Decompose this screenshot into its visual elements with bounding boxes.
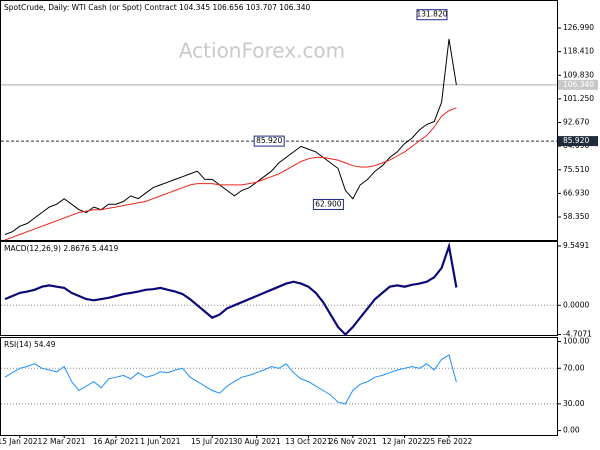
level-box	[558, 136, 598, 147]
x-tick-label: 30 Aug 2021	[233, 437, 281, 446]
watermark: ActionForex.com	[179, 39, 345, 63]
y-tick-label: 92.670	[563, 118, 589, 127]
rsi-frame	[0, 337, 558, 436]
x-tick-label: 15 Jul 2021	[191, 437, 234, 446]
panel-title: MACD(12,26,9) 2.8676 5.4419	[4, 244, 118, 253]
y-tick-label: 9.5491	[563, 241, 589, 250]
panel-title: RSI(14) 54.49	[4, 340, 56, 349]
panel-title: SpotCrude, Daily: WTI Cash (or Spot) Con…	[4, 3, 311, 12]
annotation-label: 131.820	[416, 10, 447, 19]
annotation-box	[253, 135, 285, 147]
x-tick-label: 16 Apr 2021	[93, 437, 140, 446]
level-label: 85.920	[563, 136, 589, 145]
last-price-box	[558, 79, 598, 90]
y-tick-label: 0.0000	[563, 300, 589, 309]
y-tick-label: 0.00	[563, 426, 580, 435]
y-tick-label: 101.250	[563, 94, 594, 103]
x-tick-label: 25 Feb 2022	[426, 437, 473, 446]
x-tick-label: 12 Jan 2022	[382, 437, 427, 446]
y-tick-label: 126.990	[563, 23, 594, 32]
x-tick-label: 26 Nov 2021	[329, 437, 377, 446]
y-tick-label: 100.00	[563, 337, 589, 346]
annotation-label: 85.920	[256, 136, 282, 145]
main-frame	[0, 0, 558, 241]
x-tick-label: 2 Mar 2021	[43, 437, 86, 446]
last-price-label: 106.340	[563, 80, 594, 89]
y-tick-label: 58.350	[563, 212, 589, 221]
macd-frame	[0, 241, 558, 336]
x-tick-label: 1 Jun 2021	[140, 437, 181, 446]
y-tick-label: 30.00	[563, 399, 585, 408]
x-tick-label: 13 Oct 2021	[285, 437, 332, 446]
series-line	[4, 107, 457, 241]
series-line	[4, 241, 458, 337]
y-tick-label: -4.7071	[563, 330, 592, 339]
annotation-box	[312, 198, 344, 210]
y-tick-label: 70.00	[563, 363, 585, 372]
y-tick-label: 118.410	[563, 47, 594, 56]
y-tick-label: 66.930	[563, 188, 589, 197]
y-tick-label: 109.830	[563, 70, 594, 79]
series-line	[4, 354, 457, 405]
y-tick-label: 75.510	[563, 165, 589, 174]
x-tick-label: 15 Jan 2021	[0, 437, 43, 446]
annotation-label: 62.900	[315, 199, 341, 208]
series-line	[4, 38, 457, 235]
annotation-box	[416, 9, 448, 21]
